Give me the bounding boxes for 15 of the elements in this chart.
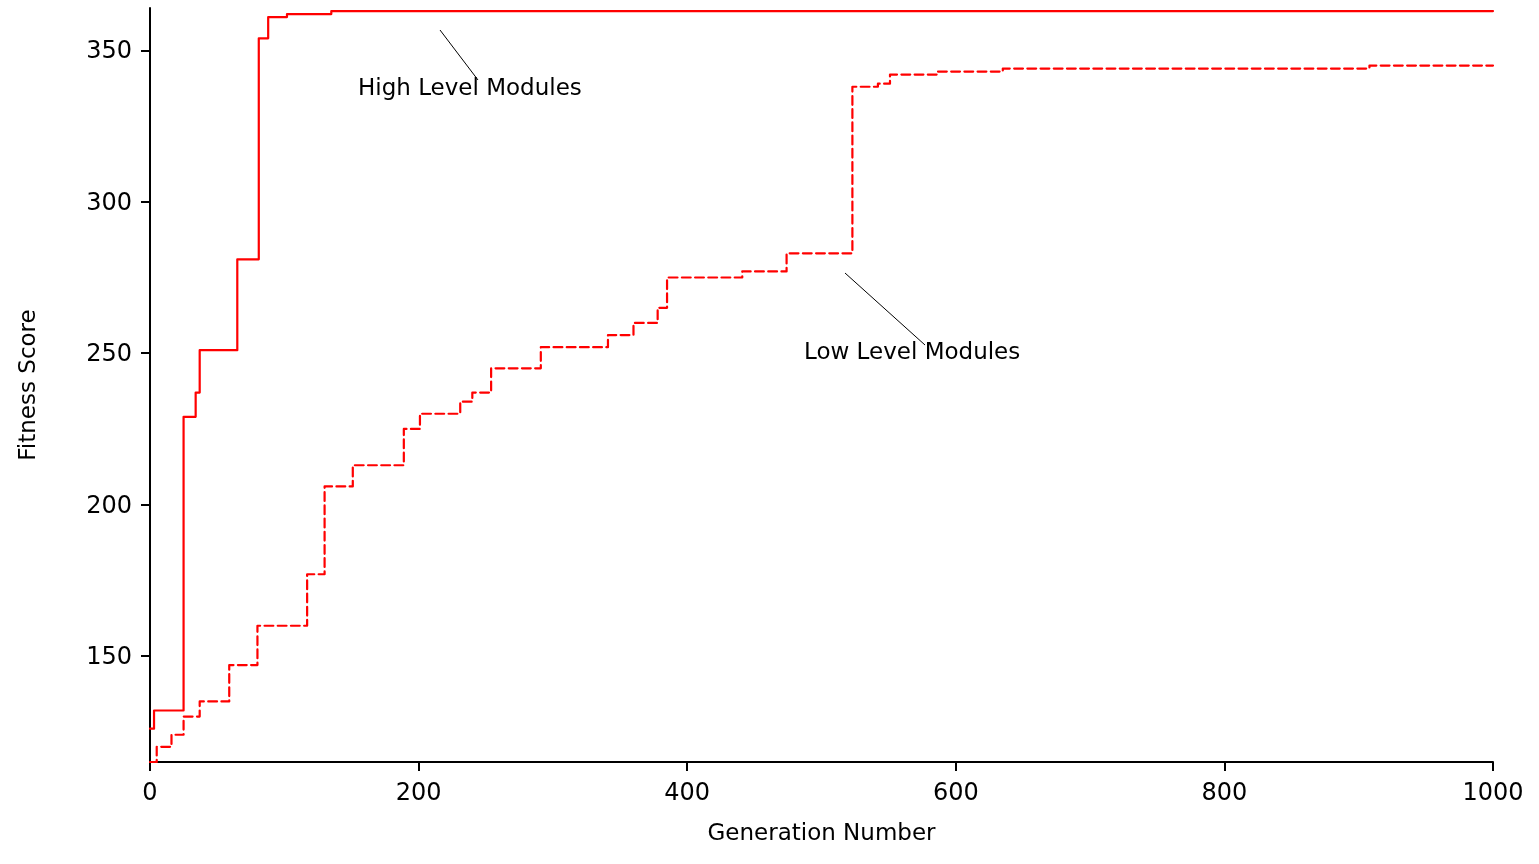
y-tick-label: 250: [86, 339, 132, 368]
x-tick-label: 400: [664, 778, 711, 806]
y-tick-label: 350: [86, 36, 132, 65]
annotation: High Level Modules: [358, 74, 582, 100]
x-tick-label: 1000: [1462, 778, 1524, 806]
annotation: Low Level Modules: [804, 338, 1021, 364]
x-tick-label: 600: [932, 778, 979, 806]
x-axis-title: Generation Number: [707, 818, 937, 845]
y-tick-label: 300: [86, 187, 132, 216]
y-axis-title: Fitness Score: [13, 309, 40, 461]
x-tick-label: 800: [1201, 778, 1248, 806]
x-tick-label: 200: [395, 778, 442, 806]
x-tick-label: 0: [142, 778, 158, 806]
y-tick-label: 150: [86, 642, 132, 671]
y-tick-label: 200: [86, 490, 132, 519]
